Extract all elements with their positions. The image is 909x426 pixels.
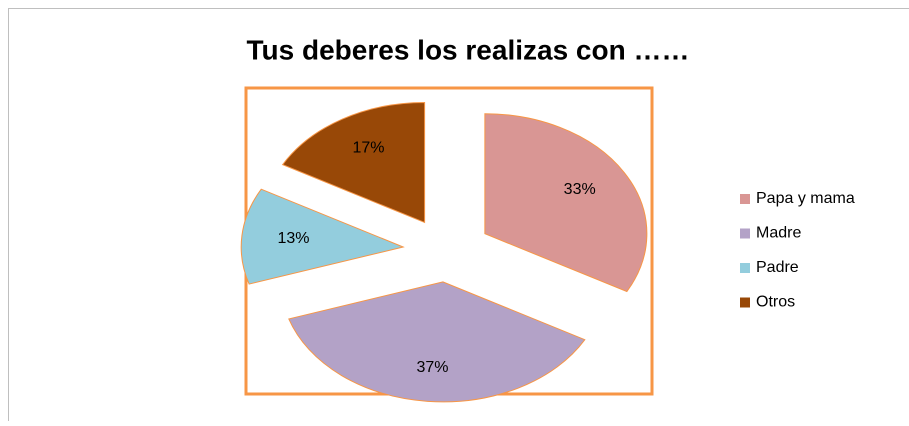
chart-title: Tus deberes los realizas con …… (247, 34, 690, 65)
data-label: 37% (416, 359, 448, 376)
legend-swatch (740, 229, 750, 239)
pie-slice (485, 114, 647, 292)
data-label: 13% (278, 230, 310, 247)
legend-swatch (740, 263, 750, 273)
data-label: 17% (353, 139, 385, 156)
legend-swatch (740, 194, 750, 204)
legend-label: Madre (756, 225, 801, 242)
legend-label: Papa y mama (756, 190, 855, 207)
pie-slice (289, 282, 585, 402)
legend-label: Otros (756, 294, 795, 311)
pie-slice (283, 102, 425, 222)
data-label: 33% (564, 181, 596, 198)
legend-swatch (740, 298, 750, 308)
legend-label: Padre (756, 259, 799, 276)
